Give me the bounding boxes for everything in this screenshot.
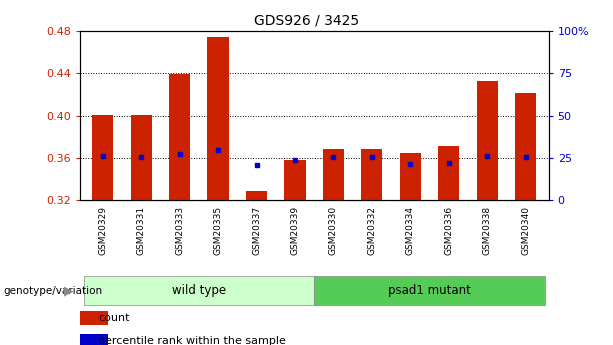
Bar (284, 160, 305, 200)
Bar (80, 334, 108, 345)
Text: genotype/variation: genotype/variation (3, 286, 102, 296)
Bar (83, 276, 314, 305)
Bar (361, 149, 383, 200)
Text: GSM20340: GSM20340 (521, 206, 530, 255)
Text: GSM20339: GSM20339 (291, 206, 299, 255)
Bar (314, 276, 545, 305)
Text: ▶: ▶ (64, 284, 74, 297)
Bar (246, 190, 267, 200)
Text: GSM20333: GSM20333 (175, 206, 184, 255)
Text: GSM20335: GSM20335 (213, 206, 223, 255)
Bar (92, 115, 113, 200)
Text: GSM20337: GSM20337 (252, 206, 261, 255)
Bar (169, 75, 190, 200)
Bar (323, 149, 344, 200)
Bar (207, 37, 229, 200)
Text: GSM20331: GSM20331 (137, 206, 146, 255)
Text: GSM20334: GSM20334 (406, 206, 415, 255)
Text: GDS926 / 3425: GDS926 / 3425 (254, 14, 359, 28)
Bar (400, 152, 421, 200)
Text: GSM20338: GSM20338 (482, 206, 492, 255)
Text: GSM20329: GSM20329 (98, 206, 107, 255)
Text: GSM20330: GSM20330 (329, 206, 338, 255)
Bar (131, 115, 152, 200)
Bar (476, 81, 498, 200)
Text: GSM20336: GSM20336 (444, 206, 453, 255)
Text: psad1 mutant: psad1 mutant (388, 284, 471, 297)
Text: wild type: wild type (172, 284, 226, 297)
Bar (515, 93, 536, 200)
Text: GSM20332: GSM20332 (367, 206, 376, 255)
Bar (438, 146, 459, 200)
Bar (80, 311, 108, 325)
Text: percentile rank within the sample: percentile rank within the sample (99, 336, 286, 345)
Text: count: count (99, 313, 130, 323)
